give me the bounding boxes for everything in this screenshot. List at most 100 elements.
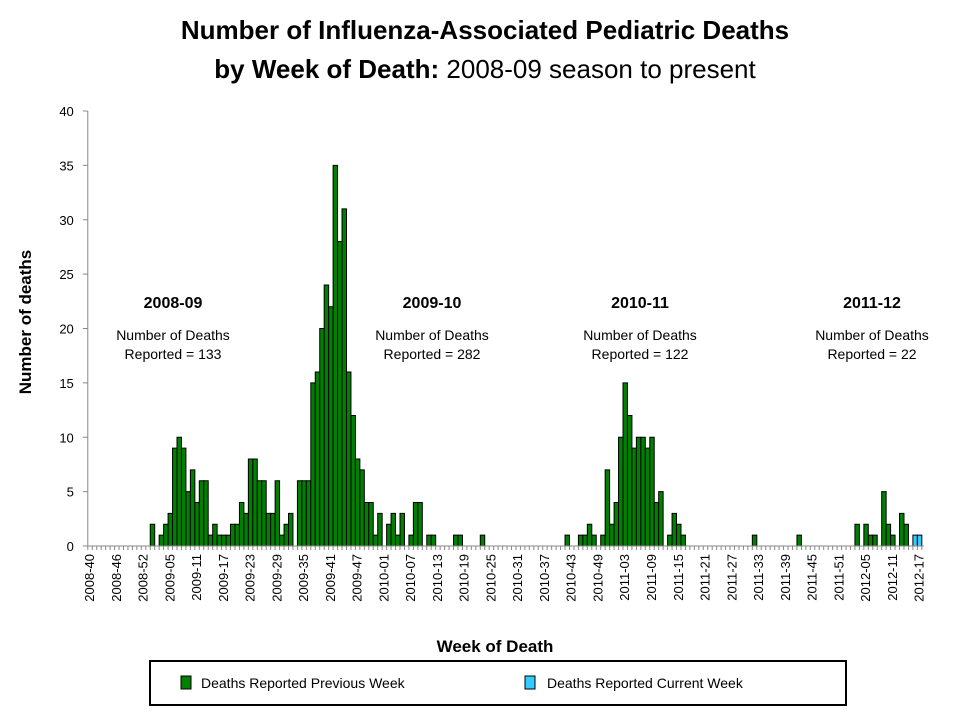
bar-previous-2010-02	[386, 523, 392, 547]
y-tick-label: 25	[59, 267, 73, 282]
bar-previous-2009-16	[216, 534, 223, 547]
bar-previous-2009-22	[243, 512, 249, 547]
bar-previous-2010-46	[582, 534, 588, 547]
bar-previous-2009-17	[221, 534, 227, 547]
bar-previous-2010-52	[609, 523, 615, 547]
x-tick-label: 2009-29	[269, 554, 284, 602]
bar-previous-2011-11	[658, 491, 664, 547]
bar-previous-2010-09	[417, 502, 423, 547]
bar-previous-2009-01	[149, 523, 156, 547]
bar-previous-2009-45	[345, 371, 352, 547]
bar-previous-2012-13	[899, 512, 905, 547]
bar-previous-2011-08	[644, 447, 651, 547]
x-tick-label: 2010-19	[457, 554, 472, 602]
bar-previous-2011-05	[631, 447, 637, 547]
bar-previous-2009-41	[328, 306, 334, 547]
bar-previous-2010-17	[453, 534, 459, 547]
bar-previous-2010-45	[577, 534, 584, 547]
bar-previous-2009-48	[359, 469, 365, 547]
x-tick-label: 2008-52	[136, 554, 151, 602]
bar-previous-2009-06	[172, 447, 178, 547]
bar-previous-2010-50	[600, 534, 606, 547]
bar-previous-2010-18	[457, 534, 463, 547]
x-tick-label: 2010-01	[376, 554, 391, 602]
season-note-line2: Reported = 282	[384, 346, 481, 362]
bar-previous-2009-44	[341, 208, 347, 547]
bar-previous-2009-46	[350, 415, 356, 547]
bar-previous-2009-14	[207, 534, 214, 547]
season-label: 2009-10	[403, 295, 462, 312]
bar-previous-2009-03	[158, 534, 165, 547]
season-annotation-2010-11: 2010-11 Number of Deaths Reported = 122	[583, 295, 697, 362]
bar-previous-2012-07	[872, 534, 878, 547]
bar-previous-2010-05	[399, 512, 405, 547]
bar-previous-2012-03	[854, 523, 860, 547]
bar-previous-2009-04	[163, 523, 169, 547]
bar-previous-2011-15	[676, 523, 682, 547]
x-tick-label: 2009-47	[350, 554, 365, 602]
bar-previous-2009-10	[189, 469, 196, 547]
y-tick-label: 10	[59, 430, 73, 445]
x-tick-label: 2009-35	[296, 554, 311, 602]
season-note-line1: Number of Deaths	[583, 327, 697, 343]
x-tick-label: 2010-49	[590, 554, 605, 602]
bar-previous-2012-06	[867, 534, 874, 547]
legend-swatch-previous	[180, 675, 192, 690]
x-tick-label: 2011-39	[778, 554, 793, 601]
bar-previous-2011-04	[626, 415, 633, 547]
bar-previous-2009-38	[314, 371, 321, 547]
x-tick-label: 2010-43	[564, 554, 579, 602]
season-note-line1: Number of Deaths	[116, 327, 230, 343]
x-tick-label: 2008-46	[109, 554, 124, 602]
bar-previous-2011-16	[680, 534, 686, 547]
x-tick-label: 2009-11	[189, 554, 204, 601]
bar-previous-2011-13	[667, 534, 673, 547]
bar-previous-2010-07	[408, 534, 414, 547]
bar-previous-2009-50	[368, 502, 374, 547]
x-tick-label: 2009-17	[216, 554, 231, 602]
bar-previous-2010-11	[426, 534, 432, 547]
bars	[149, 164, 923, 547]
bar-previous-2009-21	[238, 502, 245, 547]
bar-previous-2010-47	[586, 523, 593, 547]
y-tick-label: 30	[59, 213, 73, 228]
y-tick-label: 0	[67, 539, 74, 554]
bar-previous-2011-09	[649, 436, 655, 547]
bar-current-2012-16	[912, 534, 918, 547]
bar-previous-2009-11	[194, 502, 200, 547]
bar-previous-2009-25	[256, 480, 263, 547]
x-tick-label: 2012-11	[885, 554, 900, 601]
x-tick-label: 2009-05	[162, 554, 177, 602]
y-tick-label: 40	[59, 104, 73, 119]
season-note-line2: Reported = 133	[125, 346, 222, 362]
bar-previous-2009-42	[332, 164, 339, 547]
bar-previous-2011-01	[613, 502, 620, 547]
bar-previous-2012-14	[903, 523, 909, 547]
season-note-line1: Number of Deaths	[375, 327, 489, 343]
bar-previous-2010-51	[604, 469, 611, 547]
season-note-line2: Reported = 122	[592, 346, 689, 362]
bar-previous-2012-10	[885, 523, 892, 547]
x-tick-label: 2009-23	[243, 554, 258, 602]
x-tick-label: 2010-13	[430, 554, 445, 602]
y-tick-label: 20	[59, 322, 73, 337]
legend-label-current: Deaths Reported Current Week	[547, 675, 744, 691]
bar-previous-2012-09	[881, 491, 887, 547]
bar-previous-2009-12	[198, 480, 205, 547]
bar-previous-2011-02	[618, 436, 624, 547]
bar-previous-2011-03	[622, 382, 628, 547]
season-annotation-2008-09: 2008-09 Number of Deaths Reported = 133	[116, 295, 230, 362]
bar-previous-2010-04	[395, 534, 401, 547]
x-tick-label: 2009-41	[323, 554, 338, 602]
bar-previous-2011-07	[640, 436, 646, 547]
y-axis-label: Number of deaths	[16, 250, 35, 395]
bar-previous-2009-05	[167, 512, 174, 547]
bar-previous-2012-05	[863, 523, 869, 547]
bar-previous-2009-49	[363, 502, 370, 547]
x-tick-label: 2011-09	[644, 554, 659, 601]
bar-previous-2009-31	[283, 523, 290, 547]
bar-previous-2010-08	[412, 502, 419, 547]
chart-subtitle: by Week of Death: 2008-09 season to pres…	[214, 54, 756, 84]
bar-previous-2010-48	[591, 534, 597, 547]
